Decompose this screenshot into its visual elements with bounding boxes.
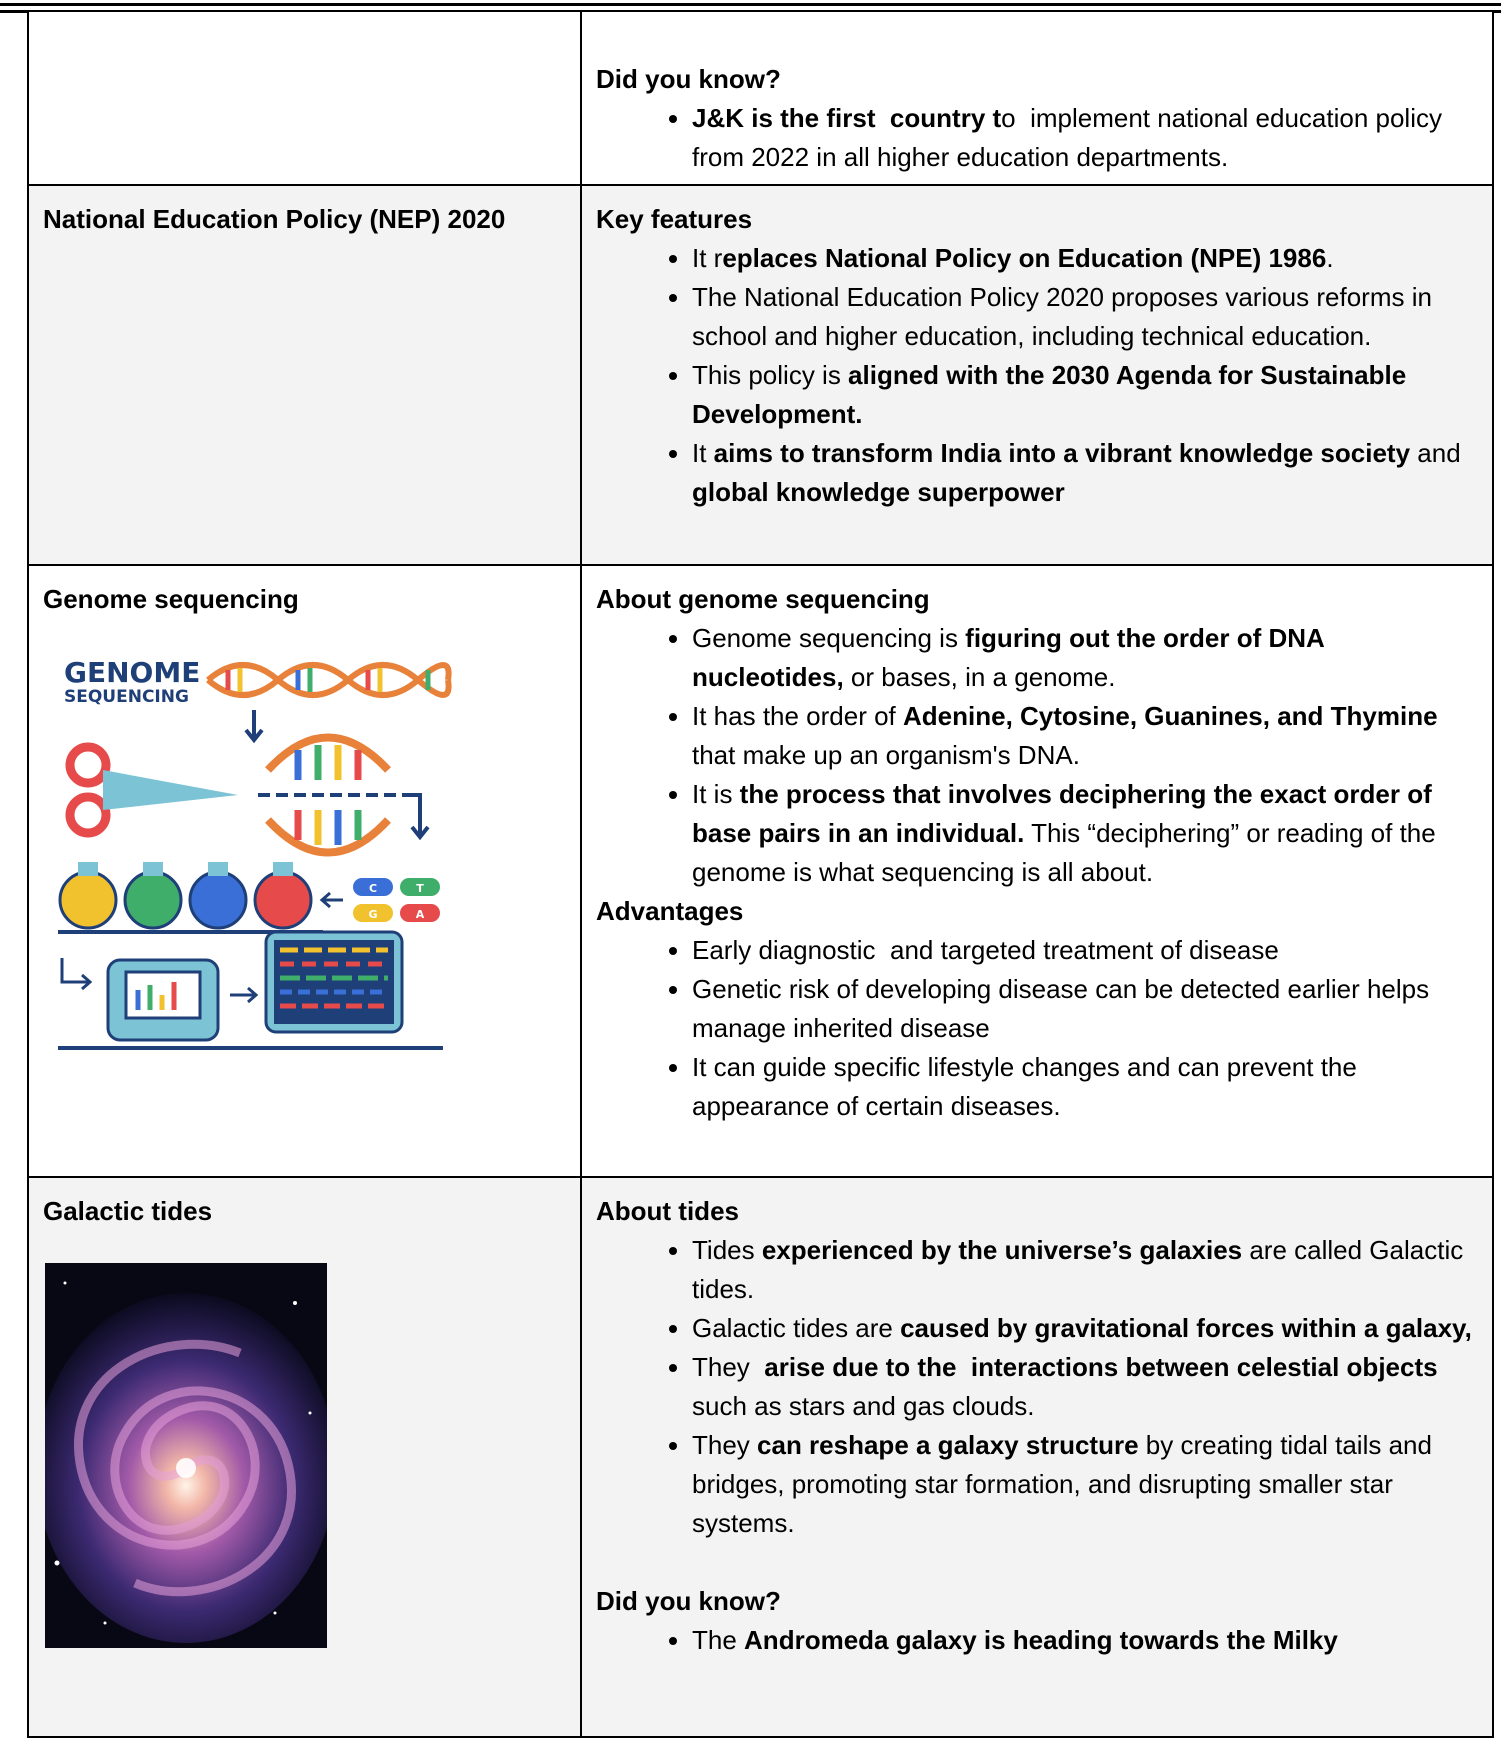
image-title: GENOME	[64, 656, 200, 689]
bullet-list: Genome sequencing is figuring out the or…	[596, 619, 1480, 892]
section: Key features It replaces National Policy …	[596, 200, 1480, 512]
bullet-list: It replaces National Policy on Education…	[596, 239, 1480, 512]
top-rule	[0, 10, 1501, 13]
text-run: Adenine, Cytosine, Guanines, and Thymine	[903, 701, 1438, 731]
top-rule	[0, 3, 1501, 6]
text-run: This “deciphering” or reading of the gen…	[692, 818, 1443, 887]
text-run: aims to transform India into a vibrant k…	[713, 438, 1411, 468]
text-run: Genetic risk of developing disease can b…	[692, 974, 1437, 1043]
bullet-list: Tides experienced by the universe’s gala…	[596, 1231, 1480, 1543]
right-cell: Key features It replaces National Policy …	[580, 186, 1494, 564]
text-run: It r	[692, 243, 723, 273]
text-run: Galactic tides are	[692, 1313, 901, 1343]
text-run: It is	[692, 779, 740, 809]
text-run: can reshape a galaxy structure	[757, 1430, 1139, 1460]
bullet: J&K is the first country to implement na…	[692, 99, 1480, 177]
bullet: Galactic tides are caused by gravitation…	[692, 1309, 1480, 1348]
text-run: by creating tidal tails and bridges, pro…	[692, 1430, 1440, 1538]
section-heading: About tides	[596, 1196, 739, 1226]
right-cell: About genome sequencing Genome sequencing…	[580, 566, 1494, 1176]
text-run: It can guide specific lifestyle changes …	[692, 1052, 1365, 1121]
text-run: the process that involves deciphering th…	[692, 779, 1439, 848]
image-subtitle: SEQUENCING	[64, 687, 189, 707]
text-run: Genome sequencing is	[692, 623, 966, 653]
section: About genome sequencing Genome sequencing…	[596, 580, 1480, 892]
galaxy-image	[45, 1263, 327, 1648]
bullet-list: Early diagnostic and targeted treatment …	[596, 931, 1480, 1126]
page: {"rows": [ {"left": {"title": null}, "ri…	[0, 0, 1501, 1700]
bullet: Early diagnostic and targeted treatment …	[692, 931, 1480, 970]
left-cell: Galactic tides	[27, 1178, 580, 1736]
right-cell: About tides Tides experienced by the univ…	[580, 1178, 1494, 1736]
bullet: They can reshape a galaxy structure by c…	[692, 1426, 1480, 1543]
base-label: T	[416, 882, 424, 895]
text-run: are called Galactic tides.	[692, 1235, 1471, 1304]
section-heading: Did you know?	[596, 1586, 781, 1616]
section: Did you know? The Andromeda galaxy is hea…	[596, 1582, 1480, 1660]
right-cell: Did you know? J&K is the first country to…	[580, 12, 1494, 184]
section: Did you know? J&K is the first country to…	[596, 60, 1480, 177]
bullet: It is the process that involves decipher…	[692, 775, 1480, 892]
text-run: and	[1410, 438, 1468, 468]
text-run: that make up an organism's DNA.	[692, 701, 1445, 770]
topic-title: National Education Policy (NEP) 2020	[43, 204, 506, 234]
bullet: It can guide specific lifestyle changes …	[692, 1048, 1480, 1126]
section-heading: Did you know?	[596, 64, 781, 94]
bullet: It aims to transform India into a vibran…	[692, 434, 1480, 512]
text-run: such as stars and gas clouds.	[692, 1352, 1445, 1421]
text-run: The National Education Policy 2020 propo…	[692, 282, 1440, 351]
bullet-list: J&K is the first country to implement na…	[596, 99, 1480, 177]
topic-title: Genome sequencing	[43, 584, 299, 614]
section: About tides Tides experienced by the univ…	[596, 1192, 1480, 1543]
bullet: Genetic risk of developing disease can b…	[692, 970, 1480, 1048]
table-row: National Education Policy (NEP) 2020 Key …	[27, 186, 1494, 566]
bullet: They arise due to the interactions betwe…	[692, 1348, 1480, 1426]
section-heading: Key features	[596, 204, 753, 234]
text-run: or bases, in a genome.	[843, 662, 1116, 692]
text-run: eplaces National Policy on Education (NP…	[722, 243, 1327, 273]
section-heading: Advantages	[596, 896, 744, 926]
text-run: J&K is the first country t	[692, 103, 1002, 133]
text-run: experienced by the universe’s galaxies	[761, 1235, 1243, 1265]
base-label: A	[416, 908, 425, 921]
base-label: G	[368, 908, 377, 921]
table-row: Genome sequencing About genome sequencing…	[27, 566, 1494, 1178]
bullet: The Andromeda galaxy is heading towards …	[692, 1621, 1480, 1660]
text-run: This policy is	[692, 360, 849, 390]
text-run: Andromeda galaxy is heading towards the …	[744, 1625, 1338, 1655]
text-run: arise due to the interactions between ce…	[757, 1352, 1438, 1382]
table-row: Did you know? J&K is the first country to…	[27, 12, 1494, 186]
bullet: Genome sequencing is figuring out the or…	[692, 619, 1480, 697]
text-run: figuring out the order of DNA nucleotide…	[692, 623, 1332, 692]
left-cell: National Education Policy (NEP) 2020	[27, 186, 580, 564]
section: Advantages Early diagnostic and targeted …	[596, 892, 1480, 1126]
text-run: It	[692, 438, 714, 468]
bullet: It replaces National Policy on Education…	[692, 239, 1480, 278]
bullet: The National Education Policy 2020 propo…	[692, 278, 1480, 356]
text-run: The	[692, 1625, 745, 1655]
text-run: Tides	[692, 1235, 762, 1265]
text-run: It has the order of	[692, 701, 904, 731]
bullet: This policy is aligned with the 2030 Age…	[692, 356, 1480, 434]
text-run: They	[692, 1352, 758, 1382]
text-run: aligned with the 2030 Agenda for Sustain…	[692, 360, 1414, 429]
left-cell: Genome sequencing	[27, 566, 580, 1176]
text-run: .	[1326, 243, 1334, 273]
bullet-list: The Andromeda galaxy is heading towards …	[596, 1621, 1480, 1660]
left-cell	[27, 12, 580, 184]
topic-title: Galactic tides	[43, 1196, 213, 1226]
bullet: It has the order of Adenine, Cytosine, G…	[692, 697, 1480, 775]
section-heading: About genome sequencing	[596, 584, 930, 614]
text-run: They	[692, 1430, 758, 1460]
text-run: o implement national education policy fr…	[692, 103, 1450, 172]
text-run: Early diagnostic and targeted treatment …	[692, 935, 1279, 965]
base-label: C	[369, 882, 377, 895]
text-run: global knowledge superpower	[692, 477, 1065, 507]
text-run: caused by gravitational forces within a …	[900, 1313, 1472, 1343]
bullet: Tides experienced by the universe’s gala…	[692, 1231, 1480, 1309]
genome-illustration: GENOME SEQUENCING C T G A	[58, 656, 452, 1050]
